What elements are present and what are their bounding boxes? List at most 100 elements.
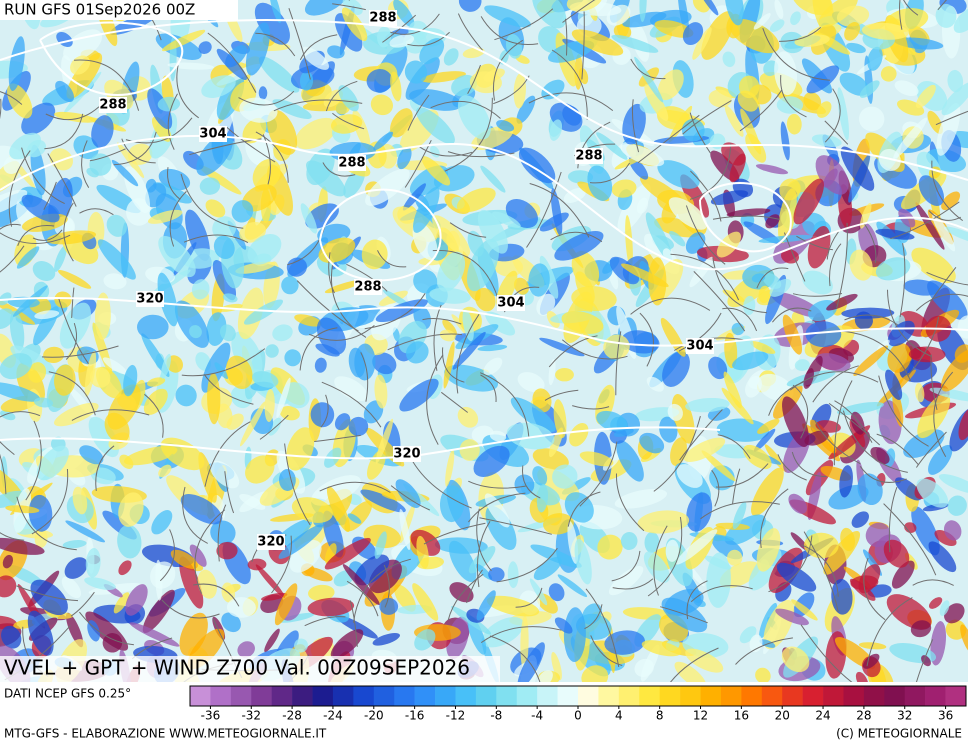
vvel-cell xyxy=(682,22,704,46)
streamline xyxy=(579,441,618,507)
vvel-cell xyxy=(878,148,901,172)
streamline xyxy=(935,110,968,126)
vvel-cell xyxy=(927,110,943,134)
vvel-cell xyxy=(370,94,394,116)
vvel-cell xyxy=(30,579,68,616)
streamline xyxy=(529,183,590,238)
streamline xyxy=(678,312,722,352)
streamline xyxy=(717,434,751,459)
contour-label: 320 xyxy=(136,292,163,307)
vvel-cell xyxy=(278,469,296,491)
colorbar-tick-label: 0 xyxy=(574,709,582,723)
vvel-cell xyxy=(365,168,410,206)
streamline xyxy=(803,531,839,612)
streamline xyxy=(685,205,726,265)
vvel-cell xyxy=(667,403,683,421)
contour-label-box xyxy=(686,338,714,354)
contour-label: 288 xyxy=(369,11,396,26)
vvel-cell xyxy=(927,444,953,475)
streamline xyxy=(890,201,960,240)
vvel-cell xyxy=(837,401,884,416)
streamline xyxy=(182,486,208,544)
vvel-cell xyxy=(170,549,198,569)
streamline xyxy=(447,573,484,621)
vvel-cell xyxy=(294,638,308,653)
vvel-cell xyxy=(86,167,99,178)
vvel-cell xyxy=(342,564,380,606)
vvel-cell xyxy=(732,501,747,530)
vvel-cell xyxy=(432,215,471,257)
vvel-cell xyxy=(915,202,945,250)
vvel-cell xyxy=(788,493,807,514)
vvel-cell xyxy=(514,277,529,295)
contour xyxy=(319,188,442,282)
vvel-cell xyxy=(620,532,638,550)
vvel-cell xyxy=(237,287,264,340)
vvel-cell xyxy=(118,492,144,527)
streamline xyxy=(780,75,807,118)
colorbar-tick-label: 20 xyxy=(775,709,790,723)
vvel-cell xyxy=(485,505,517,551)
vvel-cell xyxy=(279,406,300,421)
vvel-cell xyxy=(374,374,388,409)
streamline xyxy=(299,34,338,61)
colorbar-tick-label: 28 xyxy=(856,709,871,723)
streamline xyxy=(611,550,641,582)
vvel-cell xyxy=(839,72,870,96)
vvel-cell xyxy=(272,324,293,342)
streamline xyxy=(43,181,57,210)
vvel-cell xyxy=(0,189,28,217)
contour xyxy=(39,21,184,96)
vvel-cell xyxy=(826,293,858,311)
streamline xyxy=(419,146,473,157)
vvel-cell xyxy=(571,286,617,311)
colorbar-tick-label: -28 xyxy=(282,709,302,723)
colorbar-tick-label: -16 xyxy=(405,709,425,723)
vvel-cell xyxy=(885,369,903,400)
vvel-cell xyxy=(555,368,574,382)
vvel-cell xyxy=(239,491,268,513)
streamline xyxy=(224,471,235,514)
vvel-cell xyxy=(481,617,524,648)
vvel-cell xyxy=(625,215,633,269)
vvel-cell xyxy=(850,575,879,590)
colorbar: -36 -32 -28 -24 -20 -16 -12 -8 -4 0 4 8 12 16 20 24 28 32… xyxy=(189,685,967,723)
vvel-cell xyxy=(104,412,130,444)
vvel-cell xyxy=(201,75,236,98)
vvel-cell xyxy=(372,633,400,646)
vvel-cell xyxy=(64,557,88,579)
vvel-cell xyxy=(476,590,496,621)
vvel-cell xyxy=(861,22,909,40)
streamline xyxy=(467,492,526,523)
vvel-cell xyxy=(247,234,282,265)
vvel-cell xyxy=(212,259,237,301)
vvel-cell xyxy=(269,0,282,24)
streamline xyxy=(907,316,940,377)
vvel-cell xyxy=(393,0,415,28)
vvel-cell xyxy=(639,0,647,23)
streamline xyxy=(581,11,585,80)
vvel-cell xyxy=(94,292,111,340)
streamline xyxy=(71,287,75,319)
streamline xyxy=(32,229,63,241)
streamline xyxy=(768,381,804,416)
vvel-cell xyxy=(395,479,421,508)
vvel-cell xyxy=(532,0,567,29)
vvel-cell xyxy=(466,239,500,292)
vvel-cell xyxy=(445,449,455,487)
vvel-cell xyxy=(781,646,810,673)
streamline xyxy=(824,88,841,143)
vvel-cell xyxy=(685,232,706,254)
colorbar-swatch xyxy=(884,686,906,706)
vvel-cell xyxy=(596,132,628,160)
vvel-cell xyxy=(429,287,471,304)
vvel-cell xyxy=(327,45,345,59)
streamline xyxy=(25,420,42,501)
vvel-cell xyxy=(659,416,678,443)
vvel-cell xyxy=(189,544,207,567)
streamline xyxy=(836,222,848,309)
vvel-cell xyxy=(581,665,609,682)
vvel-cell xyxy=(823,531,861,575)
vvel-cell xyxy=(0,382,41,402)
streamline xyxy=(332,112,365,130)
